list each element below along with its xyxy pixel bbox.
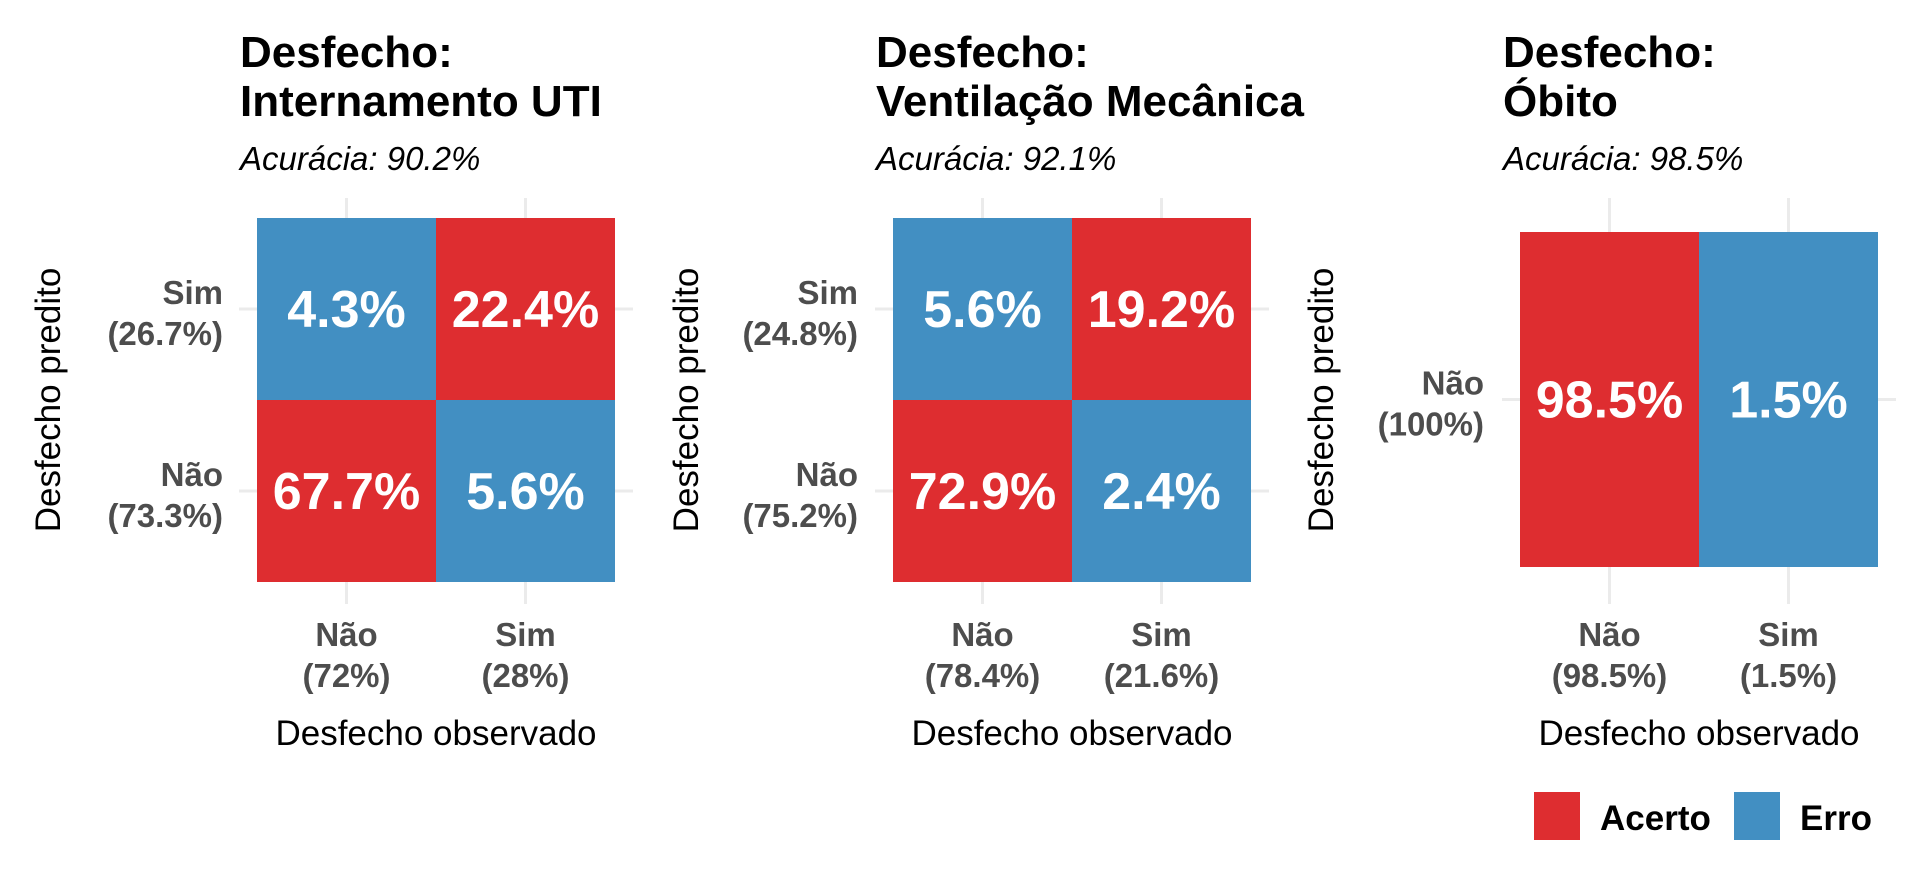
heatmap-cell-acerto <box>257 400 436 582</box>
legend-label: Erro <box>1800 799 1872 838</box>
heatmap-cell-erro <box>893 218 1072 400</box>
chart-subtitle: Acurácia: 98.5% <box>1501 140 1743 177</box>
chart-title-line: Desfecho: <box>876 28 1089 77</box>
x-tick-label: Não <box>315 616 377 653</box>
cell-data-label: 4.3% <box>287 281 406 339</box>
y-tick-label: Não <box>161 456 223 493</box>
heatmap-cell-erro <box>257 218 436 400</box>
y-axis-title: Desfecho predito <box>667 268 706 533</box>
heatmap-cell-erro <box>436 400 615 582</box>
chart-panel-2: Desfecho:Ventilação Mecânica Acurácia: 92… <box>667 28 1305 753</box>
cell-data-label: 5.6% <box>923 281 1042 339</box>
y-tick-label: (100%) <box>1378 406 1484 443</box>
chart-panel-1: Desfecho:Internamento UTI Acurácia: 90.2%… <box>29 28 633 753</box>
cell-data-label: 98.5% <box>1536 372 1683 430</box>
legend-key-erro <box>1734 792 1780 840</box>
x-tick-label: (28%) <box>481 657 569 694</box>
y-tick-label: (24.8%) <box>742 315 858 352</box>
heatmap-cell-acerto <box>1520 232 1699 567</box>
chart-title-line: Óbito <box>1503 76 1618 126</box>
x-tick-label: (21.6%) <box>1104 657 1220 694</box>
chart-panel-3: Desfecho:Óbito Acurácia: 98.5% 98.5% 1.5% Nã… <box>1302 28 1896 753</box>
x-tick-label: Não <box>1578 616 1640 653</box>
heatmap-cell-erro <box>1699 232 1878 567</box>
y-tick-label: (73.3%) <box>107 497 223 534</box>
heatmap-cell-acerto <box>436 218 615 400</box>
cell-data-label: 22.4% <box>452 281 599 339</box>
heatmap-cell-acerto <box>893 400 1072 582</box>
x-axis-title: Desfecho observado <box>275 714 596 753</box>
x-axis-title: Desfecho observado <box>1538 714 1859 753</box>
heatmap-cell-acerto <box>1072 218 1251 400</box>
chart-title-line: Desfecho: <box>1503 28 1716 77</box>
cell-data-label: 72.9% <box>909 463 1056 521</box>
cell-data-label: 1.5% <box>1729 372 1848 430</box>
y-tick-label: Sim <box>162 274 223 311</box>
x-tick-label: Não <box>951 616 1013 653</box>
y-axis-title: Desfecho predito <box>1302 268 1341 533</box>
cell-data-label: 19.2% <box>1088 281 1235 339</box>
x-tick-label: (78.4%) <box>925 657 1041 694</box>
x-tick-label: Sim <box>1758 616 1819 653</box>
x-axis-title: Desfecho observado <box>911 714 1232 753</box>
x-tick-label: (1.5%) <box>1740 657 1837 694</box>
y-tick-label: Não <box>1422 365 1484 402</box>
x-tick-label: Sim <box>1131 616 1192 653</box>
y-tick-label: (75.2%) <box>742 497 858 534</box>
y-tick-label: Não <box>796 456 858 493</box>
y-axis-title: Desfecho predito <box>29 268 68 533</box>
legend-label: Acerto <box>1600 799 1711 838</box>
y-tick-label: (26.7%) <box>107 315 223 352</box>
chart-subtitle: Acurácia: 92.1% <box>874 140 1116 177</box>
cell-data-label: 5.6% <box>466 463 585 521</box>
chart-title-line: Ventilação Mecânica <box>876 77 1305 126</box>
chart-title-line: Desfecho: <box>240 28 453 77</box>
chart-title-line: Internamento UTI <box>240 77 602 126</box>
x-tick-label: (72%) <box>302 657 390 694</box>
chart-subtitle: Acurácia: 90.2% <box>238 140 480 177</box>
y-tick-label: Sim <box>797 274 858 311</box>
cell-data-label: 67.7% <box>273 463 420 521</box>
x-tick-label: Sim <box>495 616 556 653</box>
x-tick-label: (98.5%) <box>1552 657 1668 694</box>
cell-data-label: 2.4% <box>1102 463 1221 521</box>
chart-legend: Acerto Erro <box>1534 792 1872 840</box>
heatmap-cell-erro <box>1072 400 1251 582</box>
legend-key-acerto <box>1534 792 1580 840</box>
